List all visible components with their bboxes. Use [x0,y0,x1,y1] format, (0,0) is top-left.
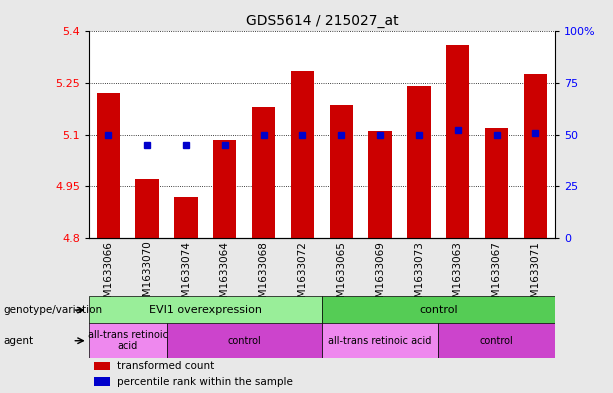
Text: transformed count: transformed count [117,361,214,371]
Bar [322,296,555,324]
Text: GSM1633063: GSM1633063 [453,241,463,310]
Text: GSM1633066: GSM1633066 [104,241,113,310]
Text: all-trans retinoic
acid: all-trans retinoic acid [88,330,168,351]
Bar [174,196,197,238]
Text: GSM1633072: GSM1633072 [297,241,307,310]
Bar [97,94,120,238]
Bar [524,74,547,238]
Text: GSM1633068: GSM1633068 [259,241,268,310]
Bar [368,131,392,238]
Text: genotype/variation: genotype/variation [3,305,102,315]
Bar [167,323,322,358]
Bar [330,105,353,238]
Text: EVI1 overexpression: EVI1 overexpression [149,305,262,315]
Text: GSM1633070: GSM1633070 [142,241,152,310]
Text: GSM1633073: GSM1633073 [414,241,424,310]
Text: percentile rank within the sample: percentile rank within the sample [117,376,293,387]
Bar [213,140,237,238]
Bar [89,296,322,324]
Text: GSM1633069: GSM1633069 [375,241,385,310]
Text: all-trans retinoic acid: all-trans retinoic acid [329,336,432,345]
Title: GDS5614 / 215027_at: GDS5614 / 215027_at [246,14,398,28]
Bar [94,377,110,386]
Bar [94,362,110,370]
Bar [291,71,314,238]
Bar [135,179,159,238]
Text: GSM1633067: GSM1633067 [492,241,501,310]
Text: GSM1633074: GSM1633074 [181,241,191,310]
Bar [89,323,167,358]
Text: GSM1633064: GSM1633064 [220,241,230,310]
Bar [485,128,508,238]
Text: GSM1633071: GSM1633071 [530,241,540,310]
Bar [252,107,275,238]
Text: GSM1633065: GSM1633065 [337,241,346,310]
Bar [407,86,430,238]
Bar [322,323,438,358]
Text: control: control [227,336,261,345]
Text: control: control [479,336,514,345]
Bar [438,323,555,358]
Text: control: control [419,305,458,315]
Text: agent: agent [3,336,33,346]
Bar [446,45,470,238]
